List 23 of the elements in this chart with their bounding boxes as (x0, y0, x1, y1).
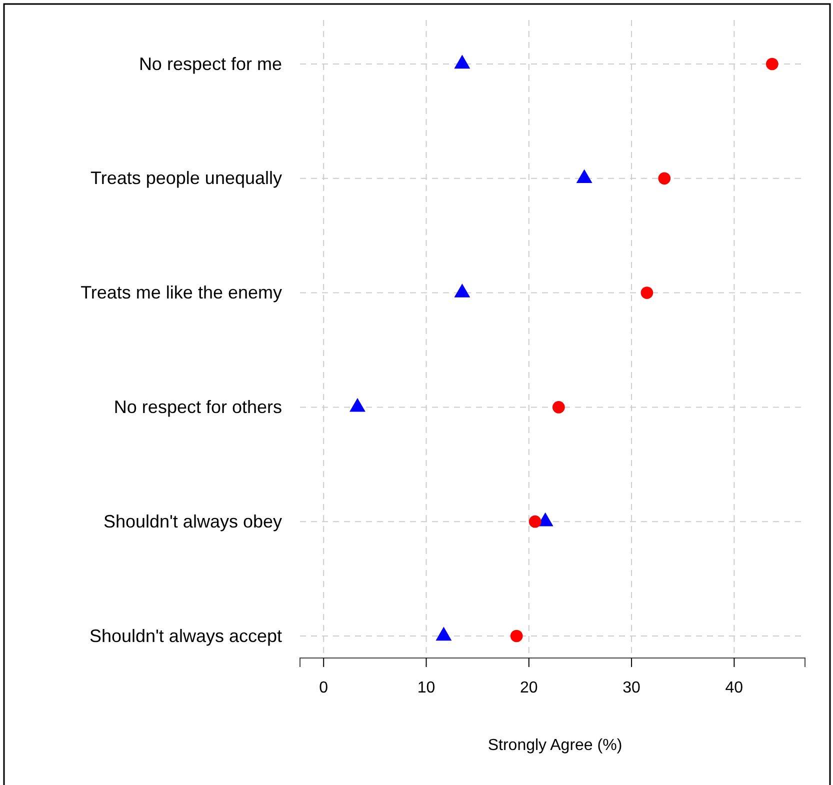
x-tick-label: 40 (725, 679, 744, 696)
point (640, 286, 654, 299)
point (510, 630, 523, 642)
point (658, 172, 671, 185)
y-tick-label: Shouldn't always accept (89, 626, 282, 646)
x-tick-label: 20 (520, 679, 538, 696)
y-tick-label: No respect for others (114, 396, 282, 417)
x-tick-label: 30 (622, 679, 641, 696)
point (350, 398, 366, 412)
y-tick-label: No respect for me (138, 54, 282, 74)
y-tick-label: Treats people unequally (90, 168, 282, 188)
point (766, 58, 778, 70)
point (576, 169, 592, 183)
x-tick-label: 10 (417, 679, 436, 696)
point (528, 515, 542, 528)
point (552, 401, 565, 414)
y-tick-label: Treats me like the enemy (80, 282, 282, 303)
x-tick-label: 0 (319, 679, 328, 696)
x-axis-title: Strongly Agree (%) (488, 737, 622, 754)
point (436, 626, 452, 641)
point (454, 284, 470, 298)
y-tick-label: Shouldn't always obey (103, 511, 282, 532)
point (454, 54, 470, 69)
